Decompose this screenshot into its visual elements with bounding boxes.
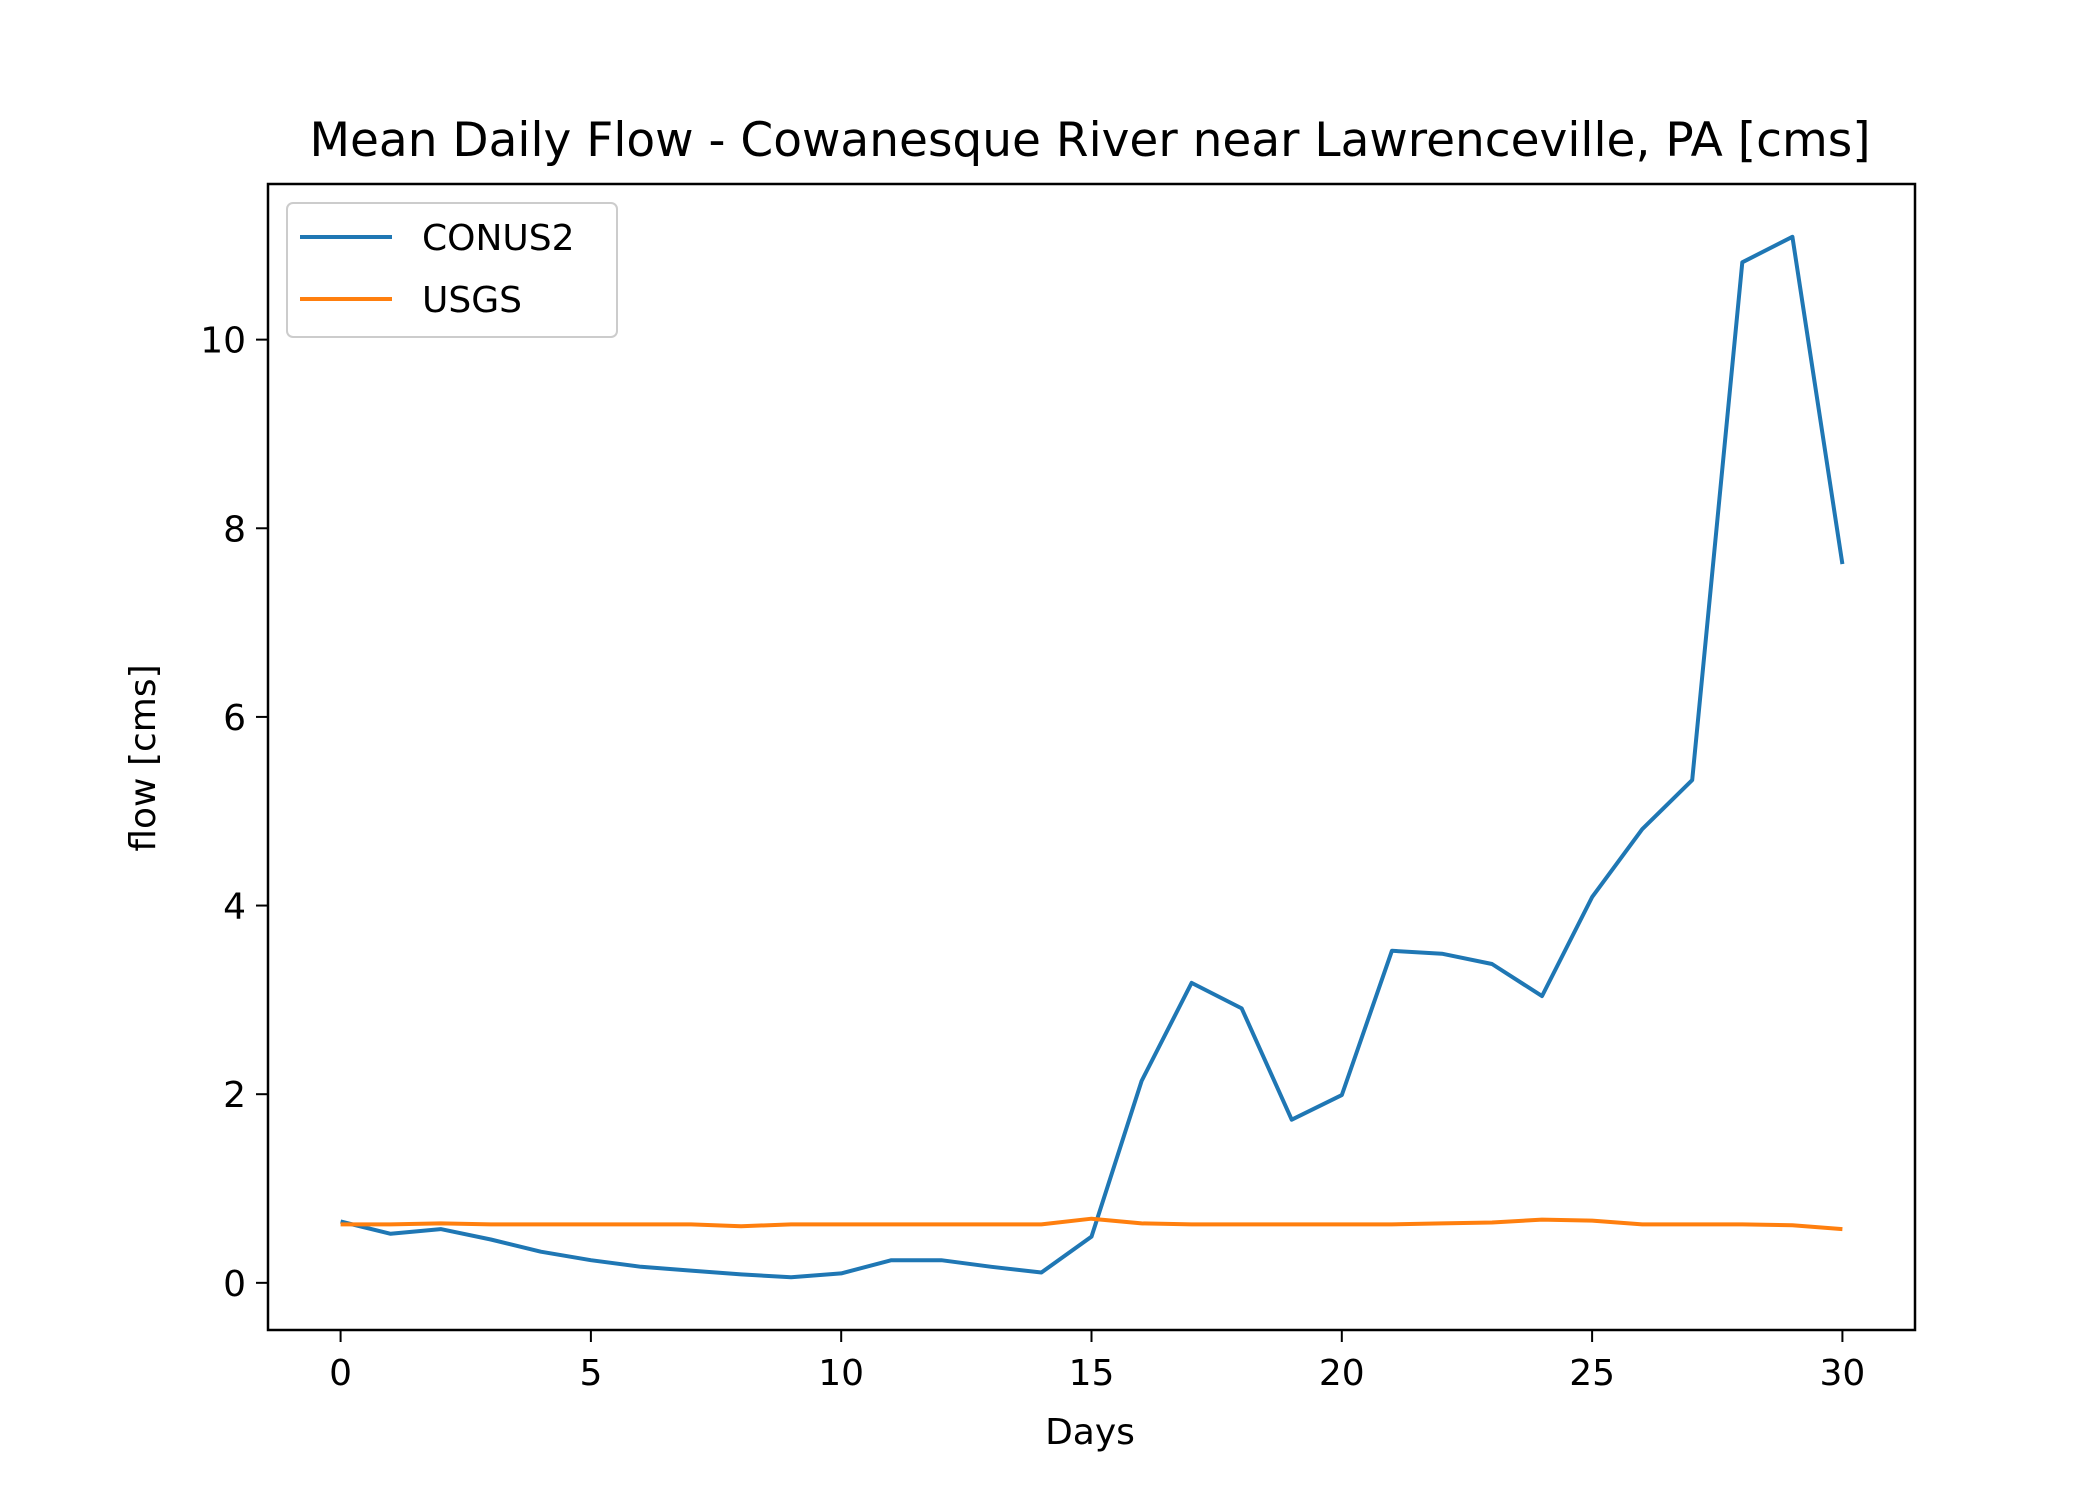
x-tick-label: 25 [1569, 1353, 1615, 1394]
x-tick-label: 15 [1069, 1353, 1115, 1394]
plot-frame [266, 182, 1917, 1332]
x-axis: 0 5 10 15 20 25 30 [329, 1330, 1865, 1394]
chart-title: Mean Daily Flow - Cowanesque River near … [309, 113, 1870, 168]
y-tick-label: 0 [223, 1264, 246, 1305]
legend-label-usgs: USGS [422, 280, 522, 321]
legend-label-conus2: CONUS2 [422, 218, 575, 259]
plot-area [340, 234, 1845, 1280]
legend: CONUS2 USGS [286, 202, 618, 338]
y-tick-label: 4 [223, 887, 246, 928]
x-tick-label: 0 [329, 1353, 352, 1394]
x-tick-label: 10 [818, 1353, 864, 1394]
y-tick-label: 10 [200, 321, 246, 362]
x-tick-label: 20 [1319, 1353, 1365, 1394]
y-tick-label: 8 [223, 509, 246, 550]
y-tick-label: 6 [223, 698, 246, 739]
x-tick-label: 5 [579, 1353, 602, 1394]
y-axis-label: flow [cms] [123, 664, 164, 851]
y-tick-label: 2 [223, 1075, 246, 1116]
series-line-conus2 [340, 234, 1845, 1280]
series-line-usgs [340, 1216, 1843, 1232]
y-axis: 0 2 4 6 8 10 [200, 321, 268, 1305]
x-axis-label: Days [1045, 1412, 1135, 1453]
x-tick-label: 30 [1820, 1353, 1866, 1394]
